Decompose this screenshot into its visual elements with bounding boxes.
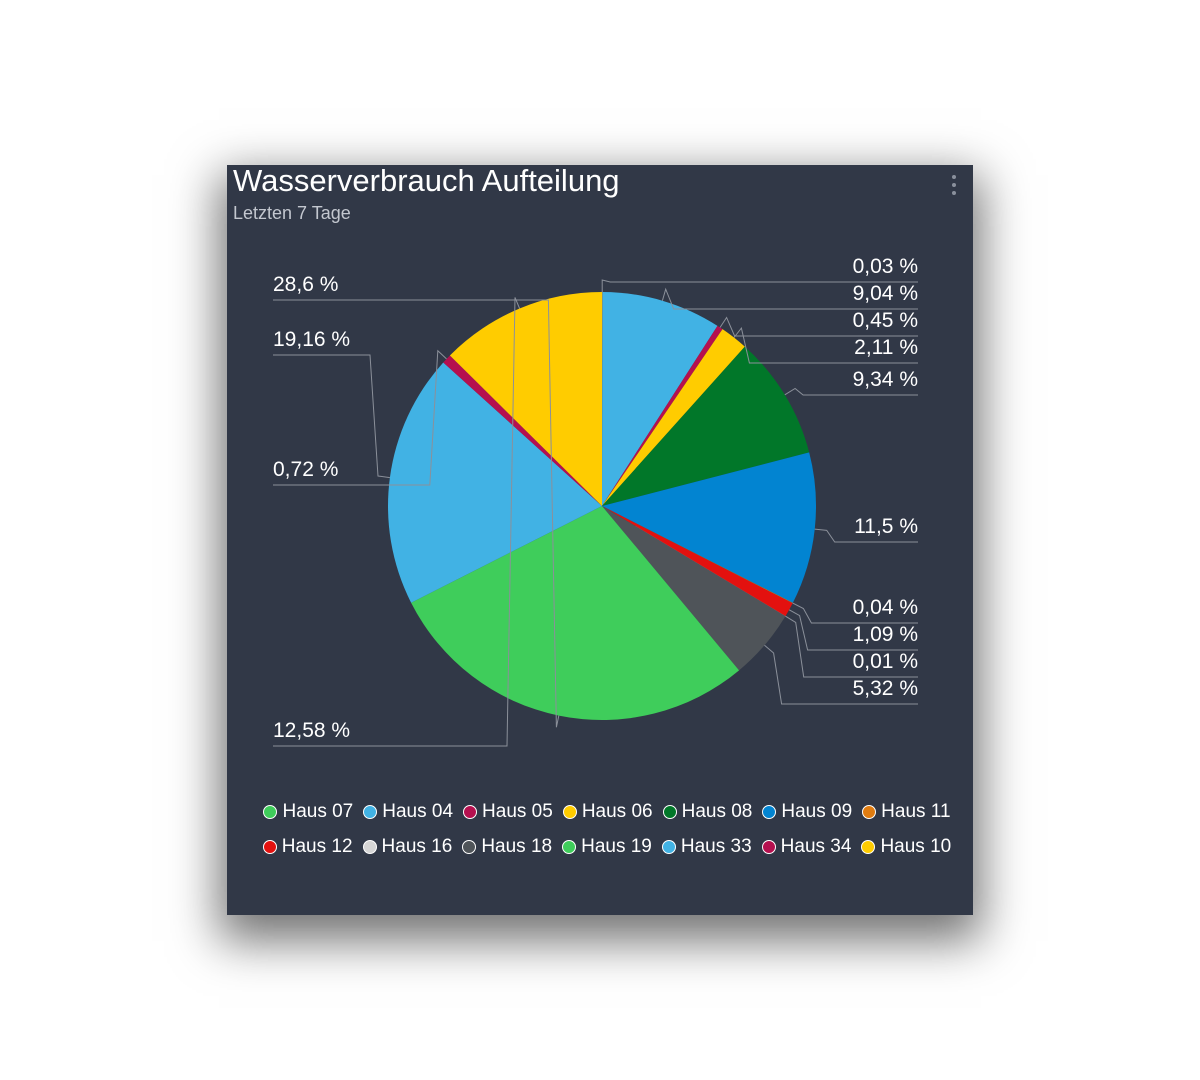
more-vertical-icon[interactable] <box>943 173 965 201</box>
data-label: 0,04 % <box>853 596 918 619</box>
data-label: 12,58 % <box>273 719 350 742</box>
data-label: 0,72 % <box>273 458 338 481</box>
legend-item[interactable]: Haus 08 <box>662 801 753 823</box>
connector-line <box>273 299 560 728</box>
legend-item[interactable]: Haus 11 <box>862 801 951 823</box>
legend-item[interactable]: Haus 19 <box>562 836 652 858</box>
pie-slice[interactable] <box>411 506 740 720</box>
legend-marker-icon <box>362 840 377 854</box>
legend-item[interactable]: Haus 04 <box>363 801 453 823</box>
legend-item[interactable]: Haus 12 <box>262 836 353 858</box>
legend-label: Haus 19 <box>581 836 652 857</box>
legend-label: Haus 05 <box>482 801 553 822</box>
pie-slice[interactable] <box>602 292 718 506</box>
legend-item[interactable]: Haus 09 <box>762 801 852 823</box>
pie-slice[interactable] <box>602 506 793 604</box>
pie-slice[interactable] <box>602 329 745 506</box>
pie-slice[interactable] <box>388 362 602 603</box>
connector-line <box>273 349 447 486</box>
legend-label: Haus 06 <box>581 801 653 822</box>
chart-card: Wasserverbrauch Aufteilung Letzten 7 Tag… <box>227 165 973 915</box>
legend-marker-icon <box>363 805 378 819</box>
legend-item[interactable]: Haus 06 <box>562 801 653 823</box>
data-label: 28,6 % <box>273 273 338 296</box>
data-label: 0,01 % <box>853 650 918 673</box>
pie-slice[interactable] <box>602 506 786 671</box>
chart-title: Wasserverbrauch Aufteilung <box>233 165 620 198</box>
data-label: 19,16 % <box>273 328 350 351</box>
data-label: 5,32 % <box>853 677 918 700</box>
legend-marker-icon <box>263 805 278 819</box>
pie-slice[interactable] <box>602 452 816 603</box>
legend-item[interactable]: Haus 16 <box>362 836 453 858</box>
legend-marker-icon <box>662 805 677 819</box>
legend-item[interactable]: Haus 34 <box>761 836 852 858</box>
pie-slice[interactable] <box>443 355 602 506</box>
connector-line <box>719 316 918 337</box>
connector-line <box>273 354 390 479</box>
pie-slice[interactable] <box>449 292 602 506</box>
legend-label: Haus 16 <box>381 836 453 857</box>
legend-marker-icon <box>462 840 477 854</box>
connector-line <box>785 615 918 678</box>
data-label: 1,09 % <box>853 623 918 646</box>
data-label: 0,45 % <box>853 309 918 332</box>
data-label: 2,11 % <box>854 336 918 359</box>
legend-marker-icon <box>761 840 776 854</box>
chart-legend: Haus 07 Haus 04 Haus 05 Haus 06 Haus 08 Haus … <box>247 801 967 858</box>
legend-label: Haus 18 <box>481 836 553 857</box>
pie-slices <box>388 291 816 720</box>
legend-marker-icon <box>861 840 876 854</box>
legend-label: Haus 07 <box>282 801 354 822</box>
pie-slice[interactable] <box>602 325 723 506</box>
connector-line <box>814 528 918 543</box>
legend-item[interactable]: Haus 18 <box>462 836 552 858</box>
legend-item[interactable]: Haus 05 <box>463 801 553 823</box>
legend-label: Haus 10 <box>880 836 952 857</box>
legend-label: Haus 34 <box>780 836 852 857</box>
legend-marker-icon <box>762 805 777 819</box>
legend-marker-icon <box>463 805 478 819</box>
legend-item[interactable]: Haus 33 <box>661 836 752 858</box>
legend-label: Haus 08 <box>681 801 753 822</box>
legend-label: Haus 04 <box>382 801 454 822</box>
pie-slice[interactable] <box>602 506 786 617</box>
data-label: 9,04 % <box>853 282 918 305</box>
legend-item[interactable]: Haus 07 <box>263 801 353 823</box>
data-label: 9,34 % <box>853 368 918 391</box>
connector-line <box>784 387 918 396</box>
data-label: 0,03 % <box>853 255 918 278</box>
data-labels: 0,03 % 9,04 % 0,45 % 2,11 % 9,34 % 11,5 % 0,04… <box>273 255 918 742</box>
connector-line <box>601 279 918 292</box>
legend-label: Haus 09 <box>781 801 853 822</box>
pie-slice[interactable] <box>602 506 793 617</box>
legend-label: Haus 12 <box>281 836 353 857</box>
legend-label: Haus 33 <box>680 836 752 857</box>
legend-marker-icon <box>661 840 676 854</box>
connector-line <box>764 644 918 705</box>
connector-lines <box>273 279 918 747</box>
chart-subtitle: Letzten 7 Tage <box>233 203 351 223</box>
legend-marker-icon <box>562 840 577 854</box>
pie-chart: 0,03 % 9,04 % 0,45 % 2,11 % 9,34 % 11,5 % 0,04… <box>273 255 918 747</box>
pie-slice[interactable] <box>602 346 810 506</box>
connector-line <box>733 326 918 364</box>
legend-label: Haus 11 <box>881 801 951 822</box>
data-label: 11,5 % <box>854 515 918 538</box>
connector-line <box>792 602 918 624</box>
connector-line <box>661 287 918 310</box>
legend-marker-icon <box>562 805 577 819</box>
legend-marker-icon <box>262 840 277 854</box>
legend-item[interactable]: Haus 10 <box>861 836 951 858</box>
connector-line <box>788 609 918 651</box>
connector-line <box>273 297 521 747</box>
legend-marker-icon <box>862 805 877 819</box>
